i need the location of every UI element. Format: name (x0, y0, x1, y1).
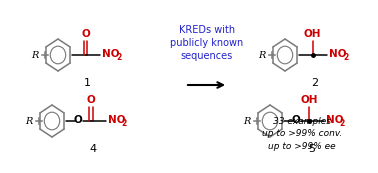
Text: 2: 2 (339, 120, 345, 129)
Text: OH: OH (301, 95, 318, 105)
Text: 2: 2 (311, 78, 318, 88)
Text: 4: 4 (90, 144, 97, 154)
Text: R: R (26, 116, 33, 125)
Text: R: R (259, 51, 266, 60)
Text: 2: 2 (343, 53, 348, 62)
Text: R: R (32, 51, 39, 60)
Text: 2: 2 (122, 120, 127, 129)
Text: OH: OH (304, 29, 321, 39)
Text: O: O (73, 115, 82, 125)
Text: 33 examples
up to >99% conv.
up to >99% ee: 33 examples up to >99% conv. up to >99% … (262, 117, 342, 151)
Text: NO: NO (325, 115, 343, 125)
Text: KREDs with
publicly known
sequences: KREDs with publicly known sequences (170, 25, 244, 61)
Text: NO: NO (102, 49, 119, 59)
Text: R: R (244, 116, 251, 125)
Text: O: O (81, 29, 90, 39)
Text: 5: 5 (308, 144, 315, 154)
Text: NO: NO (329, 49, 346, 59)
Text: 1: 1 (84, 78, 91, 88)
Text: 2: 2 (116, 53, 121, 62)
Text: NO: NO (108, 115, 125, 125)
Text: O: O (87, 95, 96, 105)
Text: O: O (291, 115, 300, 125)
